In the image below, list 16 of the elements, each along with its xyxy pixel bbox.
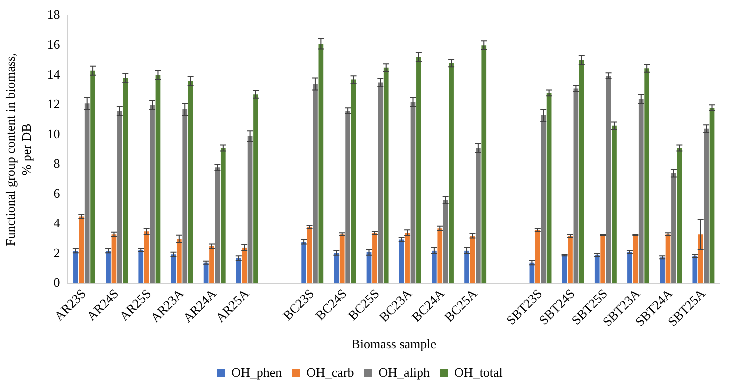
legend-label: OH_total (454, 364, 504, 380)
y-tick-label: 14 (47, 66, 61, 82)
y-tick-label: 12 (47, 96, 60, 112)
legend-label: OH_phen (232, 364, 283, 380)
x-axis-title: Biomass sample (352, 336, 437, 352)
y-tick-label: 0 (54, 275, 60, 290)
legend-label: OH_aliph (378, 364, 431, 380)
legend-label: OH_carb (306, 364, 354, 380)
y-tick-label: 2 (54, 245, 60, 260)
y-tick-label: 6 (54, 186, 61, 201)
y-tick-label: 16 (47, 36, 61, 52)
y-tick-label: 10 (47, 126, 60, 142)
y-axis-title: Functional group content in biomass, % per DB (3, 53, 34, 246)
y-tick-label: 4 (54, 216, 61, 231)
y-tick-label: 18 (47, 7, 60, 22)
y-tick-label: 8 (54, 156, 60, 172)
